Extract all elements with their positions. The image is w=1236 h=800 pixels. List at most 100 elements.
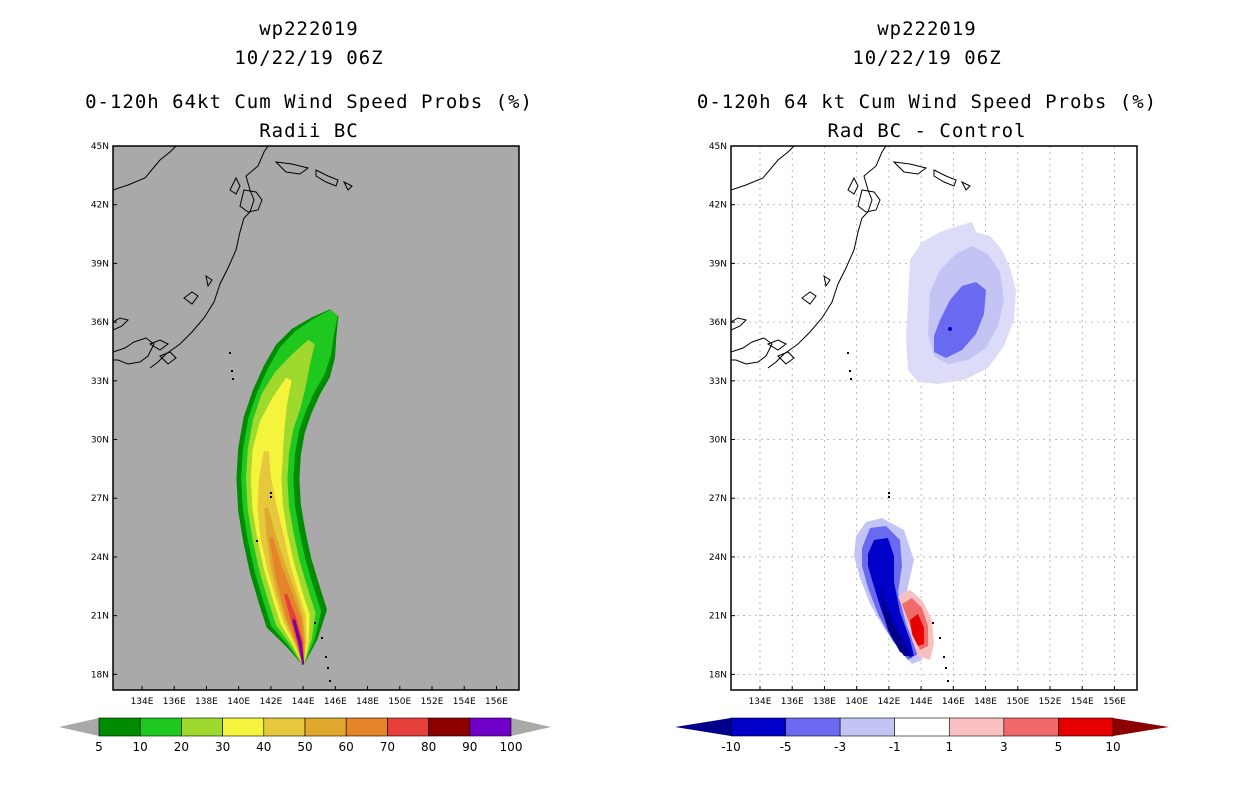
lon-tick-label: 148E <box>356 697 379 707</box>
lat-tick-label: 21N <box>91 612 109 622</box>
lat-tick-label: 45N <box>709 142 727 152</box>
lon-tick-label: 156E <box>1103 697 1126 707</box>
left-panel: wp222019 10/22/19 06Z 0-120h 64kt Cum Wi… <box>59 18 551 754</box>
lon-tick-label: 150E <box>1006 697 1029 707</box>
lon-tick-label: 146E <box>324 697 347 707</box>
right-colorbar: -10 -5 -3 -1 1 3 5 10 <box>675 717 1169 754</box>
left-chart-title: 0-120h 64kt Cum Wind Speed Probs (%) <box>85 91 533 113</box>
lon-tick-label: 154E <box>1071 697 1094 707</box>
colorbar-swatch <box>469 717 512 737</box>
right-chart-subtitle: Rad BC - Control <box>827 120 1027 142</box>
lon-tick-label: 146E <box>942 697 965 707</box>
colorbar-label: 5 <box>95 740 103 754</box>
right-chart-title: 0-120h 64 kt Cum Wind Speed Probs (%) <box>696 91 1158 113</box>
colorbar-swatch <box>304 717 347 737</box>
right-storm-id: wp222019 <box>877 18 977 40</box>
lon-tick-label: 140E <box>845 697 868 707</box>
lon-tick-label: 148E <box>974 697 997 707</box>
colorbar-swatch <box>222 717 265 737</box>
lat-tick-label: 39N <box>91 259 109 269</box>
right-lon-axis: 134E 136E 138E 140E 142E 144E 146E 148E 150E 152E… <box>749 686 1126 707</box>
left-islands <box>229 352 331 682</box>
lat-tick-label: 27N <box>709 494 727 504</box>
lon-tick-label: 138E <box>813 697 836 707</box>
colorbar-left-cap <box>59 718 99 736</box>
left-date: 10/22/19 06Z <box>234 47 384 69</box>
lat-tick-label: 24N <box>91 553 109 563</box>
colorbar-label: 40 <box>256 740 271 754</box>
lat-tick-label: 42N <box>709 201 727 211</box>
lon-tick-label: 156E <box>485 697 508 707</box>
colorbar-label: -1 <box>889 740 901 754</box>
lat-tick-label: 39N <box>709 259 727 269</box>
colorbar-swatch <box>839 717 896 737</box>
lon-tick-label: 144E <box>292 697 315 707</box>
lon-tick-label: 134E <box>131 697 154 707</box>
colorbar-label: 60 <box>339 740 354 754</box>
colorbar-swatch <box>1003 717 1059 737</box>
colorbar-label: 80 <box>421 740 436 754</box>
lat-tick-label: 30N <box>709 436 727 446</box>
right-lat-axis: 45N 42N 39N 36N 33N 30N 27N 24N 21N 18N <box>709 142 735 680</box>
left-storm-id: wp222019 <box>259 18 359 40</box>
lat-tick-label: 33N <box>709 377 727 387</box>
colorbar-swatch <box>948 717 1005 737</box>
colorbar-label: 90 <box>462 740 477 754</box>
lat-tick-label: 21N <box>709 612 727 622</box>
colorbar-swatch <box>387 717 429 737</box>
colorbar-swatch <box>345 717 388 737</box>
left-lon-axis: 134E 136E 138E 140E 142E 144E 146E 148E 150E 152E… <box>131 686 508 707</box>
colorbar-right-cap <box>511 718 551 736</box>
colorbar-swatch <box>98 717 141 737</box>
lat-tick-label: 18N <box>91 670 109 680</box>
lon-tick-label: 144E <box>910 697 933 707</box>
lat-tick-label: 33N <box>91 377 109 387</box>
colorbar-label: 70 <box>380 740 395 754</box>
lat-tick-label: 27N <box>91 494 109 504</box>
colorbar-label: 5 <box>1055 740 1063 754</box>
right-panel: wp222019 10/22/19 06Z 0-120h 64 kt Cum W… <box>618 0 1236 800</box>
left-probability-contours <box>236 309 339 665</box>
colorbar-swatch <box>428 717 471 737</box>
lon-tick-label: 134E <box>749 697 772 707</box>
lat-tick-label: 36N <box>91 318 109 328</box>
colorbar-label: 20 <box>174 740 189 754</box>
lon-tick-label: 152E <box>421 697 444 707</box>
left-lat-axis: 45N 42N 39N 36N 33N 30N 27N 24N 21N 18N <box>91 142 117 680</box>
left-colorbar: 5 10 20 30 40 50 60 70 80 90 100 <box>59 717 551 754</box>
colorbar-label: -3 <box>834 740 846 754</box>
colorbar-label: 100 <box>500 740 523 754</box>
lon-tick-label: 150E <box>388 697 411 707</box>
colorbar-swatch <box>894 717 950 737</box>
colorbar-label: 30 <box>215 740 230 754</box>
lon-tick-label: 154E <box>453 697 476 707</box>
colorbar-label: 10 <box>133 740 148 754</box>
colorbar-swatch <box>730 717 786 737</box>
lon-tick-label: 152E <box>1039 697 1062 707</box>
lon-tick-label: 136E <box>781 697 804 707</box>
lon-tick-label: 136E <box>163 697 186 707</box>
lon-tick-label: 138E <box>195 697 218 707</box>
colorbar-label: -10 <box>721 740 741 754</box>
lat-tick-label: 24N <box>709 553 727 563</box>
colorbar-swatch <box>181 717 223 737</box>
colorbar-label: -5 <box>780 740 792 754</box>
colorbar-label: 1 <box>945 740 953 754</box>
lat-tick-label: 36N <box>709 318 727 328</box>
colorbar-swatch <box>139 717 182 737</box>
colorbar-left-cap <box>675 718 731 736</box>
colorbar-swatch <box>1058 717 1114 737</box>
colorbar-label: 3 <box>1000 740 1008 754</box>
colorbar-swatch <box>263 717 306 737</box>
colorbar-swatch <box>785 717 841 737</box>
right-date: 10/22/19 06Z <box>852 47 1002 69</box>
colorbar-label: 10 <box>1105 740 1120 754</box>
left-chart-subtitle: Radii BC <box>259 120 359 142</box>
lat-tick-label: 45N <box>91 142 109 152</box>
lat-tick-label: 42N <box>91 201 109 211</box>
lon-tick-label: 142E <box>877 697 900 707</box>
right-difference-contours <box>731 146 1016 682</box>
colorbar-label: 50 <box>297 740 312 754</box>
